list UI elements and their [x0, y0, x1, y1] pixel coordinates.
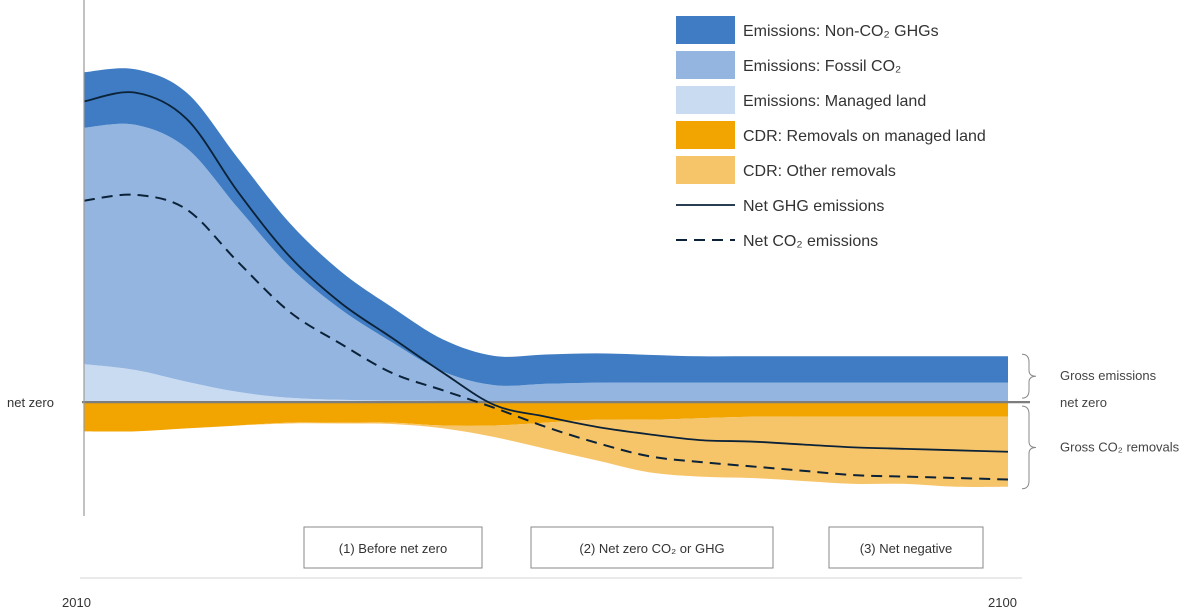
legend-label-5: CDR: Other removals	[743, 163, 896, 180]
x-tick-label-start: 2010	[62, 595, 91, 610]
legend-label-6: Net GHG emissions	[743, 198, 884, 215]
phase-label-3: (3) Net negative	[860, 541, 953, 556]
phase-label-1: (1) Before net zero	[339, 541, 447, 556]
legend-swatch-5	[676, 156, 735, 184]
annotation-gross-emissions: Gross emissions	[1060, 368, 1157, 383]
annotation-net-zero: net zero	[1060, 395, 1107, 410]
legend-swatch-1	[676, 16, 735, 44]
legend-label-1: Emissions: Non-CO₂ GHGs	[743, 23, 939, 40]
legend-label-2: Emissions: Fossil CO₂	[743, 58, 901, 75]
line-net-co2-emissions	[83, 193, 1009, 481]
area-emissions-managed-land	[84, 364, 1008, 403]
legend-label-3: Emissions: Managed land	[743, 93, 926, 110]
legend-label-7: Net CO₂ emissions	[743, 233, 878, 250]
legend-label-4: CDR: Removals on managed land	[743, 128, 986, 145]
x-tick-label-end: 2100	[988, 595, 1017, 610]
legend-swatch-2	[676, 51, 735, 79]
line-net-ghg-emissions	[83, 91, 1009, 453]
phase-box-2	[530, 526, 774, 569]
zero-tick-label: net zero	[7, 395, 54, 410]
area-emissions-fossil-co2	[84, 123, 1008, 402]
phase-box-1	[303, 526, 483, 569]
legend-swatch-3	[676, 86, 735, 114]
brace-gross-removals	[1021, 405, 1037, 490]
area-emissions-non-co2-ghgs	[84, 68, 1008, 386]
area-cdr-other-removals	[84, 416, 1008, 488]
phase-label-2: (2) Net zero CO₂ or GHG	[579, 541, 724, 556]
brace-gross-emissions	[1021, 353, 1037, 399]
annotation-gross-removals: Gross CO₂ removals	[1060, 439, 1180, 454]
legend-swatch-4	[676, 121, 735, 149]
phase-box-3	[828, 526, 984, 569]
